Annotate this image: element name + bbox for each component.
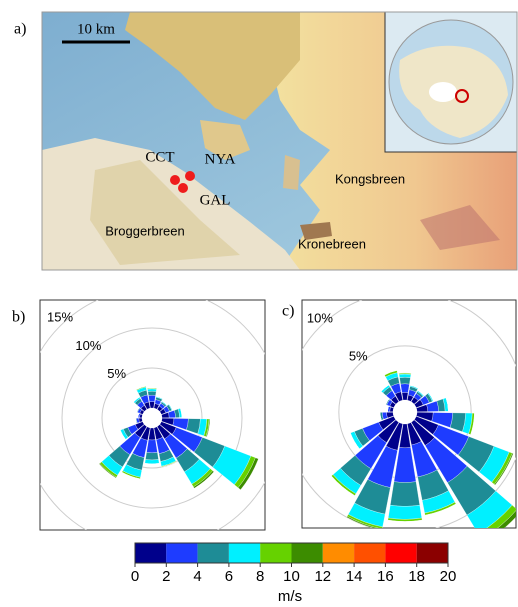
colorbar-tick-label: 4: [193, 568, 201, 585]
station-label: CCT: [145, 149, 174, 165]
rose-segment: [388, 505, 422, 519]
rose-segment: [401, 384, 410, 393]
colorbar-cell: [354, 543, 385, 563]
colorbar-cell: [292, 543, 323, 563]
rose-segment: [148, 395, 155, 402]
rose-segment: [149, 402, 154, 409]
colorbar-tick-label: 2: [162, 568, 170, 585]
colorbar-label: m/s: [278, 588, 302, 605]
place-label: Broggerbreen: [105, 223, 185, 238]
panel-label: a): [14, 21, 26, 38]
ring-label: 5%: [349, 349, 368, 364]
ring-label: 10%: [75, 338, 101, 353]
station-marker: [170, 175, 180, 185]
rose-segment: [390, 482, 420, 507]
rose-hole: [393, 400, 417, 424]
scale-label: 10 km: [77, 21, 115, 37]
ring-label: 10%: [307, 310, 333, 325]
station-marker: [178, 183, 188, 193]
rose-segment: [147, 389, 156, 392]
colorbar-tick-label: 20: [440, 568, 457, 585]
colorbar-cell: [229, 543, 260, 563]
colorbar-cell: [385, 543, 416, 563]
colorbar-tick-label: 0: [131, 568, 139, 585]
rose-segment: [148, 391, 156, 395]
ring-label: 15%: [47, 310, 73, 325]
figure: 10 km CCT NYA GAL Kongsbreen Broggerbree…: [0, 0, 518, 607]
map: 10 km CCT NYA GAL Kongsbreen Broggerbree…: [42, 12, 517, 270]
ring-label: 5%: [107, 366, 126, 381]
station-label: GAL: [200, 192, 231, 208]
colorbar-tick-label: 8: [256, 568, 264, 585]
colorbar-tick-label: 16: [377, 568, 394, 585]
rose-segment: [147, 440, 158, 453]
colorbar-tick-label: 10: [283, 568, 300, 585]
inset-globe: [385, 12, 517, 152]
island: [283, 155, 300, 190]
panel-label: c): [282, 303, 294, 320]
rose-segment: [145, 459, 159, 464]
colorbar-cell: [260, 543, 291, 563]
place-label: Kongsbreen: [335, 171, 405, 186]
colorbar-tick-label: 18: [408, 568, 425, 585]
colorbar-tick-label: 14: [346, 568, 363, 585]
colorbar-tick-label: 12: [314, 568, 331, 585]
colorbar-cell: [166, 543, 197, 563]
colorbar-cell: [417, 543, 448, 563]
place-label: Kronebreen: [298, 236, 366, 251]
panel-label: b): [12, 309, 25, 326]
colorbar-cell: [135, 543, 166, 563]
colorbar-cell: [323, 543, 354, 563]
rose-segment: [145, 452, 158, 460]
rose-segment: [400, 377, 411, 384]
rose-hole: [142, 408, 162, 428]
rose-segment: [399, 374, 411, 378]
rose-segment: [402, 392, 408, 400]
colorbar-tick-label: 6: [225, 568, 233, 585]
colorbar-cell: [198, 543, 229, 563]
station-label: NYA: [205, 151, 236, 167]
station-marker: [185, 171, 195, 181]
